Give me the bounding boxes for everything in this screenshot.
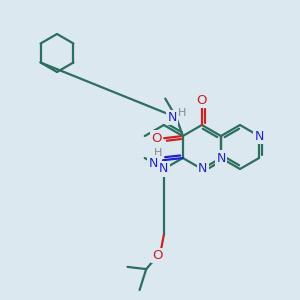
Text: O: O	[196, 94, 207, 106]
Text: N: N	[216, 152, 226, 164]
Text: O: O	[151, 132, 161, 145]
Text: N: N	[149, 157, 158, 170]
Text: H: H	[154, 148, 162, 158]
Text: N: N	[254, 130, 264, 142]
Text: H: H	[178, 108, 186, 118]
Text: N: N	[216, 152, 226, 164]
Text: N: N	[159, 163, 169, 176]
Text: N: N	[168, 111, 177, 124]
Text: N: N	[198, 163, 208, 176]
Text: N: N	[216, 152, 226, 164]
Text: N: N	[254, 130, 264, 142]
Text: O: O	[152, 249, 163, 262]
Text: N: N	[159, 163, 169, 176]
